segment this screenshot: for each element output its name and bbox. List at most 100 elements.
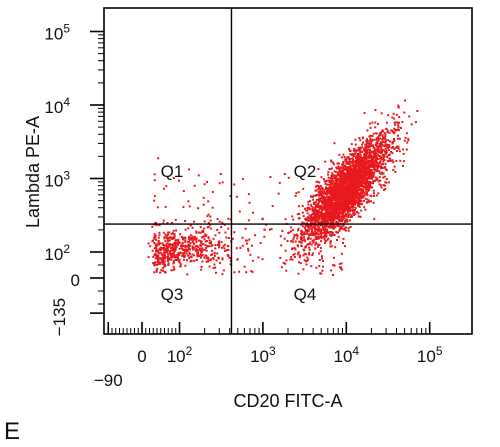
- data-point: [162, 263, 165, 266]
- data-point: [312, 194, 315, 197]
- data-point: [187, 247, 190, 250]
- data-point: [195, 248, 198, 250]
- data-point: [396, 145, 399, 148]
- data-point: [316, 198, 318, 201]
- data-point: [310, 221, 312, 224]
- data-point: [304, 233, 307, 236]
- data-point: [341, 220, 344, 223]
- data-point: [319, 250, 322, 253]
- data-point: [347, 210, 350, 213]
- data-point: [315, 241, 318, 244]
- data-point: [373, 169, 376, 172]
- data-point: [212, 257, 215, 259]
- data-point: [357, 194, 360, 197]
- data-point: [335, 174, 338, 177]
- data-point: [380, 142, 383, 144]
- data-point: [156, 258, 159, 261]
- data-point: [354, 197, 357, 200]
- data-point: [332, 199, 335, 201]
- data-point: [303, 227, 306, 230]
- data-point: [341, 200, 344, 203]
- data-point: [189, 234, 192, 237]
- data-point: [315, 237, 317, 240]
- data-point: [348, 213, 351, 216]
- data-point: [306, 232, 309, 235]
- data-point: [205, 254, 208, 257]
- data-point: [364, 174, 367, 177]
- data-point: [369, 168, 371, 171]
- data-point: [351, 210, 354, 212]
- data-point: [354, 170, 357, 173]
- data-point: [304, 229, 307, 231]
- data-point: [375, 138, 378, 141]
- data-point: [162, 258, 164, 261]
- data-point: [319, 187, 322, 190]
- data-point: [353, 153, 356, 155]
- data-point: [197, 246, 200, 249]
- data-point: [369, 134, 372, 137]
- data-point: [357, 212, 360, 215]
- data-point: [317, 201, 320, 204]
- data-point: [384, 143, 387, 146]
- data-point: [332, 274, 334, 276]
- data-point: [328, 188, 331, 191]
- data-point: [369, 163, 372, 166]
- data-point: [354, 138, 357, 141]
- data-point: [340, 215, 343, 218]
- data-point: [170, 258, 173, 261]
- data-point: [167, 262, 170, 265]
- data-point: [296, 244, 299, 247]
- quadrant-label: Q2: [294, 162, 317, 181]
- data-point: [319, 200, 322, 202]
- data-point: [377, 153, 380, 156]
- data-point: [322, 220, 325, 223]
- data-point: [357, 149, 360, 151]
- data-point: [178, 261, 181, 264]
- data-point: [306, 222, 308, 225]
- data-point: [350, 153, 353, 156]
- data-point: [317, 199, 320, 202]
- data-point: [314, 236, 317, 239]
- data-point: [334, 186, 336, 189]
- data-point: [361, 143, 364, 146]
- data-point: [324, 209, 327, 212]
- data-point: [329, 240, 332, 243]
- data-point: [338, 229, 341, 232]
- data-point: [352, 181, 355, 184]
- data-point: [153, 199, 156, 202]
- data-point: [312, 216, 315, 219]
- data-point: [172, 265, 175, 268]
- data-point: [311, 254, 314, 256]
- data-point: [391, 116, 394, 119]
- data-point: [333, 218, 336, 220]
- data-point: [329, 168, 332, 170]
- data-point: [357, 183, 360, 186]
- data-point: [385, 181, 388, 184]
- data-point: [155, 238, 158, 241]
- data-point: [405, 148, 408, 151]
- data-point: [332, 264, 335, 267]
- data-point: [402, 160, 405, 163]
- data-point: [202, 231, 205, 233]
- data-point: [301, 204, 304, 207]
- data-point: [363, 155, 366, 158]
- data-point: [189, 255, 192, 258]
- data-point: [351, 184, 354, 187]
- data-point: [193, 184, 196, 187]
- data-point: [271, 205, 274, 208]
- data-point: [397, 145, 400, 148]
- data-point: [322, 231, 325, 234]
- data-point: [301, 211, 304, 214]
- data-point: [352, 176, 355, 179]
- data-point: [159, 257, 162, 260]
- data-point: [303, 252, 306, 255]
- data-point: [184, 240, 187, 243]
- data-point: [332, 189, 335, 192]
- data-point: [207, 259, 210, 262]
- data-point: [354, 159, 357, 162]
- data-point: [184, 220, 186, 222]
- data-point: [350, 161, 353, 164]
- data-point: [393, 148, 396, 150]
- data-point: [311, 213, 314, 216]
- data-point: [389, 159, 392, 162]
